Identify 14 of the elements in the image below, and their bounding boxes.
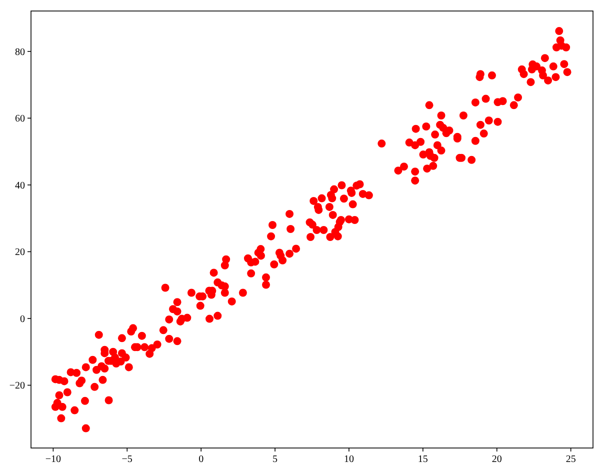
- x-tick-label: −5: [122, 454, 132, 465]
- y-tick-label: 60: [15, 114, 25, 125]
- x-tick-label: 20: [492, 454, 502, 465]
- x-tick-label: 10: [344, 454, 354, 465]
- y-tick-label: 0: [20, 314, 25, 325]
- y-tick-label: 40: [15, 180, 25, 192]
- x-tick-label: −10: [45, 454, 62, 465]
- y-tick-label: −20: [9, 380, 25, 392]
- x-tick-label: 5: [272, 454, 278, 465]
- x-tick-label: 0: [198, 454, 204, 465]
- y-tick-label: 80: [15, 46, 25, 58]
- x-tick-label: 25: [566, 454, 576, 465]
- x-tick-label: 15: [418, 454, 428, 465]
- y-tick-label: 20: [15, 247, 25, 258]
